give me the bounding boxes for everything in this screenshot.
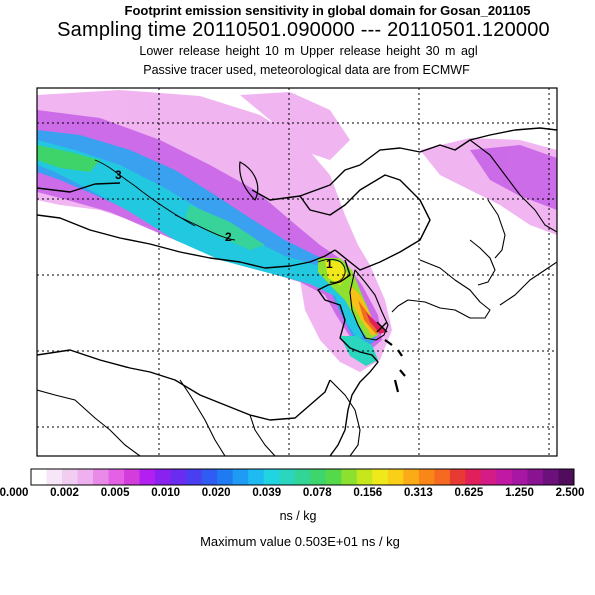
map-frame <box>36 87 558 457</box>
colorbar-swatch <box>201 469 218 485</box>
colorbar-tick-label: 0.000 <box>0 487 29 499</box>
colorbar-swatch <box>511 469 528 485</box>
contour-label-3: 3 <box>115 168 122 182</box>
colorbar-swatch <box>496 469 513 485</box>
sampling-time: Sampling time 20110501.090000 --- 201105… <box>57 19 550 41</box>
colorbar-swatch <box>124 469 140 485</box>
colorbar-tick-label: 0.078 <box>302 487 332 499</box>
coastlines <box>37 127 557 456</box>
colorbar-swatch <box>155 469 172 485</box>
graticule <box>37 88 557 456</box>
colorbar-swatch <box>108 469 125 485</box>
colorbar-swatch <box>46 469 63 485</box>
colorbar-swatch <box>558 469 575 485</box>
maximum-value: Maximum value 0.503E+01 ns / kg <box>200 534 400 549</box>
colorbar <box>30 468 575 486</box>
colorbar-swatch <box>465 469 482 485</box>
colorbar-swatch <box>418 469 435 485</box>
colorbar-swatch <box>232 469 249 485</box>
colorbar-tick-label: 0.039 <box>252 487 282 499</box>
colorbar-tick-label: 0.002 <box>50 487 79 499</box>
colorbar-swatch <box>62 469 78 485</box>
colorbar-tick-label: 0.010 <box>151 487 181 499</box>
colorbar-tick-label: 2.500 <box>555 487 585 499</box>
release-heights: Lower release height 10 m Upper release … <box>139 44 478 58</box>
colorbar-swatch <box>31 469 47 485</box>
colorbar-swatch <box>294 469 311 485</box>
colorbar-swatch <box>387 469 404 485</box>
colorbar-swatch <box>449 469 466 485</box>
colorbar-swatch <box>434 469 451 485</box>
colorbar-swatch <box>403 469 420 485</box>
colorbar-swatch <box>341 469 358 485</box>
colorbar-tick-label: 0.005 <box>100 487 130 499</box>
colorbar-swatch <box>170 469 187 485</box>
colorbar-tick-label: 0.156 <box>353 487 383 499</box>
colorbar-swatch <box>356 469 373 485</box>
colorbar-swatch <box>527 469 544 485</box>
colorbar-swatch <box>480 469 497 485</box>
map-area: 3 2 1 <box>37 88 557 456</box>
colorbar-swatch <box>542 469 559 485</box>
colorbar-tick-label: 0.625 <box>454 487 484 499</box>
colorbar-unit: ns / kg <box>279 509 317 523</box>
contours <box>94 159 346 283</box>
colorbar-swatch <box>372 469 389 485</box>
plot-title: Footprint emission sensitivity in global… <box>124 3 531 18</box>
colorbar-swatch <box>186 469 203 485</box>
colorbar-tick-label: 0.313 <box>403 487 433 499</box>
contour-label-1: 1 <box>326 257 333 271</box>
colorbar-swatch <box>217 469 234 485</box>
colorbar-swatch <box>77 469 94 485</box>
colorbar-swatch <box>263 469 280 485</box>
colorbar-swatch <box>310 469 327 485</box>
colorbar-swatch <box>93 469 109 485</box>
colorbar-tick-label: 1.250 <box>505 487 534 499</box>
colorbar-swatch <box>248 469 265 485</box>
colorbar-tick-label: 0.020 <box>201 487 231 499</box>
colorbar-swatch <box>325 469 342 485</box>
receptor-marker <box>376 321 388 333</box>
colorbar-swatch <box>279 469 296 485</box>
tracer-info: Passive tracer used, meteorological data… <box>143 63 470 77</box>
plume-cyan <box>37 130 376 348</box>
contour-label-2: 2 <box>225 230 232 244</box>
colorbar-swatch <box>139 469 156 485</box>
colorbar-frame <box>30 468 575 486</box>
